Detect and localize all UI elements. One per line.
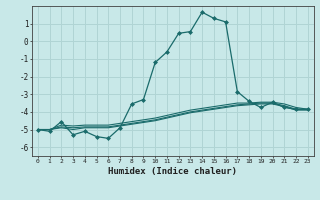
X-axis label: Humidex (Indice chaleur): Humidex (Indice chaleur) — [108, 167, 237, 176]
